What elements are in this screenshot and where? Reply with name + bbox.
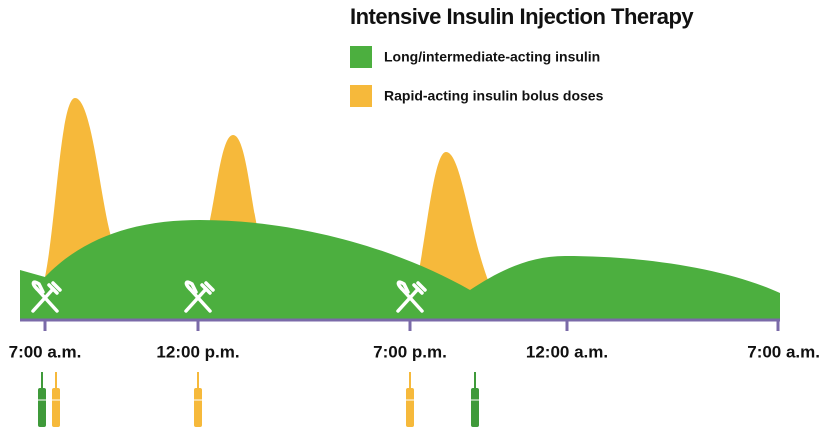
time-label: 12:00 a.m. — [526, 342, 608, 361]
bolus-peak — [412, 152, 492, 300]
time-label: 7:00 p.m. — [373, 342, 447, 361]
syringe-barrel — [38, 388, 46, 427]
knife-blade — [31, 280, 45, 294]
time-label: 12:00 p.m. — [156, 342, 239, 361]
time-label: 7:00 a.m. — [9, 342, 82, 361]
syringe-barrel — [52, 388, 60, 427]
syringes — [38, 372, 479, 427]
syringe-barrel — [194, 388, 202, 427]
legend-label: Long/intermediate-acting insulin — [384, 49, 600, 65]
legend-swatch — [350, 85, 372, 107]
knife — [400, 287, 424, 313]
knife — [188, 287, 212, 313]
fork — [31, 287, 55, 313]
fork — [184, 287, 208, 313]
syringe-barrel — [471, 388, 479, 427]
fork-tines — [47, 281, 62, 295]
fork-tines — [412, 281, 427, 295]
knife — [35, 287, 59, 313]
title: Intensive Insulin Injection Therapy — [350, 4, 694, 29]
knife-blade — [184, 280, 198, 294]
legend-label: Rapid-acting insulin bolus doses — [384, 88, 604, 104]
meal-icons — [31, 280, 427, 313]
legend-swatch — [350, 46, 372, 68]
bolus-peak — [205, 135, 260, 240]
basal-area — [20, 220, 780, 320]
ticks — [43, 320, 780, 331]
time-label: 7:00 a.m. — [747, 342, 820, 361]
fork — [396, 287, 420, 313]
knife-blade — [396, 280, 410, 294]
fork-tines — [200, 281, 215, 295]
syringe-barrel — [406, 388, 414, 427]
